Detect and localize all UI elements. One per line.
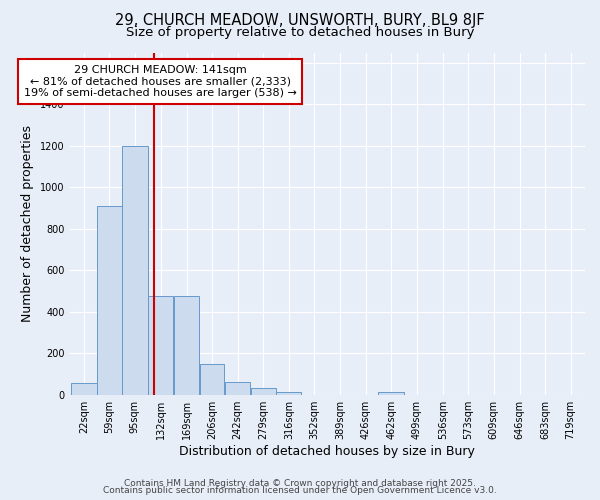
Bar [277, 392, 301, 394]
Bar [379, 392, 404, 394]
Bar [251, 388, 276, 394]
Bar [225, 382, 250, 394]
Text: 29 CHURCH MEADOW: 141sqm
← 81% of detached houses are smaller (2,333)
19% of sem: 29 CHURCH MEADOW: 141sqm ← 81% of detach… [24, 65, 297, 98]
X-axis label: Distribution of detached houses by size in Bury: Distribution of detached houses by size … [179, 444, 475, 458]
Text: Contains HM Land Registry data © Crown copyright and database right 2025.: Contains HM Land Registry data © Crown c… [124, 478, 476, 488]
Bar [122, 146, 148, 394]
Text: Size of property relative to detached houses in Bury: Size of property relative to detached ho… [126, 26, 474, 39]
Text: 29, CHURCH MEADOW, UNSWORTH, BURY, BL9 8JF: 29, CHURCH MEADOW, UNSWORTH, BURY, BL9 8… [115, 12, 485, 28]
Bar [200, 364, 224, 394]
Bar [148, 296, 173, 394]
Bar [174, 296, 199, 394]
Y-axis label: Number of detached properties: Number of detached properties [22, 125, 34, 322]
Bar [71, 384, 97, 394]
Bar [97, 206, 122, 394]
Text: Contains public sector information licensed under the Open Government Licence v3: Contains public sector information licen… [103, 486, 497, 495]
